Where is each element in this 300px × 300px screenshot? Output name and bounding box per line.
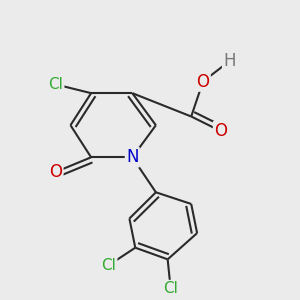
Text: Cl: Cl [48, 77, 63, 92]
Text: O: O [196, 73, 209, 91]
Text: O: O [49, 163, 62, 181]
Text: O: O [214, 122, 227, 140]
Text: H: H [223, 52, 236, 70]
Text: Cl: Cl [163, 281, 178, 296]
Text: N: N [126, 148, 139, 166]
Text: Cl: Cl [101, 258, 116, 273]
